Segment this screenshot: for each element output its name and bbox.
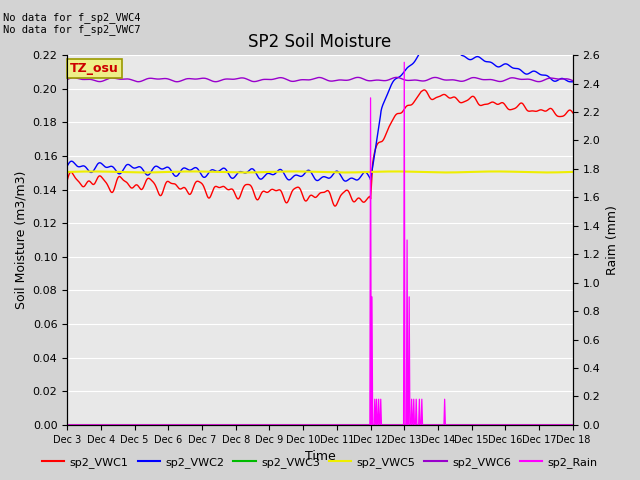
Text: No data for f_sp2_VWC4: No data for f_sp2_VWC4 xyxy=(3,12,141,23)
Y-axis label: Raim (mm): Raim (mm) xyxy=(606,205,619,275)
Legend: sp2_VWC1, sp2_VWC2, sp2_VWC3, sp2_VWC5, sp2_VWC6, sp2_Rain: sp2_VWC1, sp2_VWC2, sp2_VWC3, sp2_VWC5, … xyxy=(38,452,602,472)
Y-axis label: Soil Moisture (m3/m3): Soil Moisture (m3/m3) xyxy=(14,171,27,309)
Title: SP2 Soil Moisture: SP2 Soil Moisture xyxy=(248,33,392,51)
Text: TZ_osu: TZ_osu xyxy=(70,62,118,75)
Text: No data for f_sp2_VWC7: No data for f_sp2_VWC7 xyxy=(3,24,141,35)
X-axis label: Time: Time xyxy=(305,450,335,463)
